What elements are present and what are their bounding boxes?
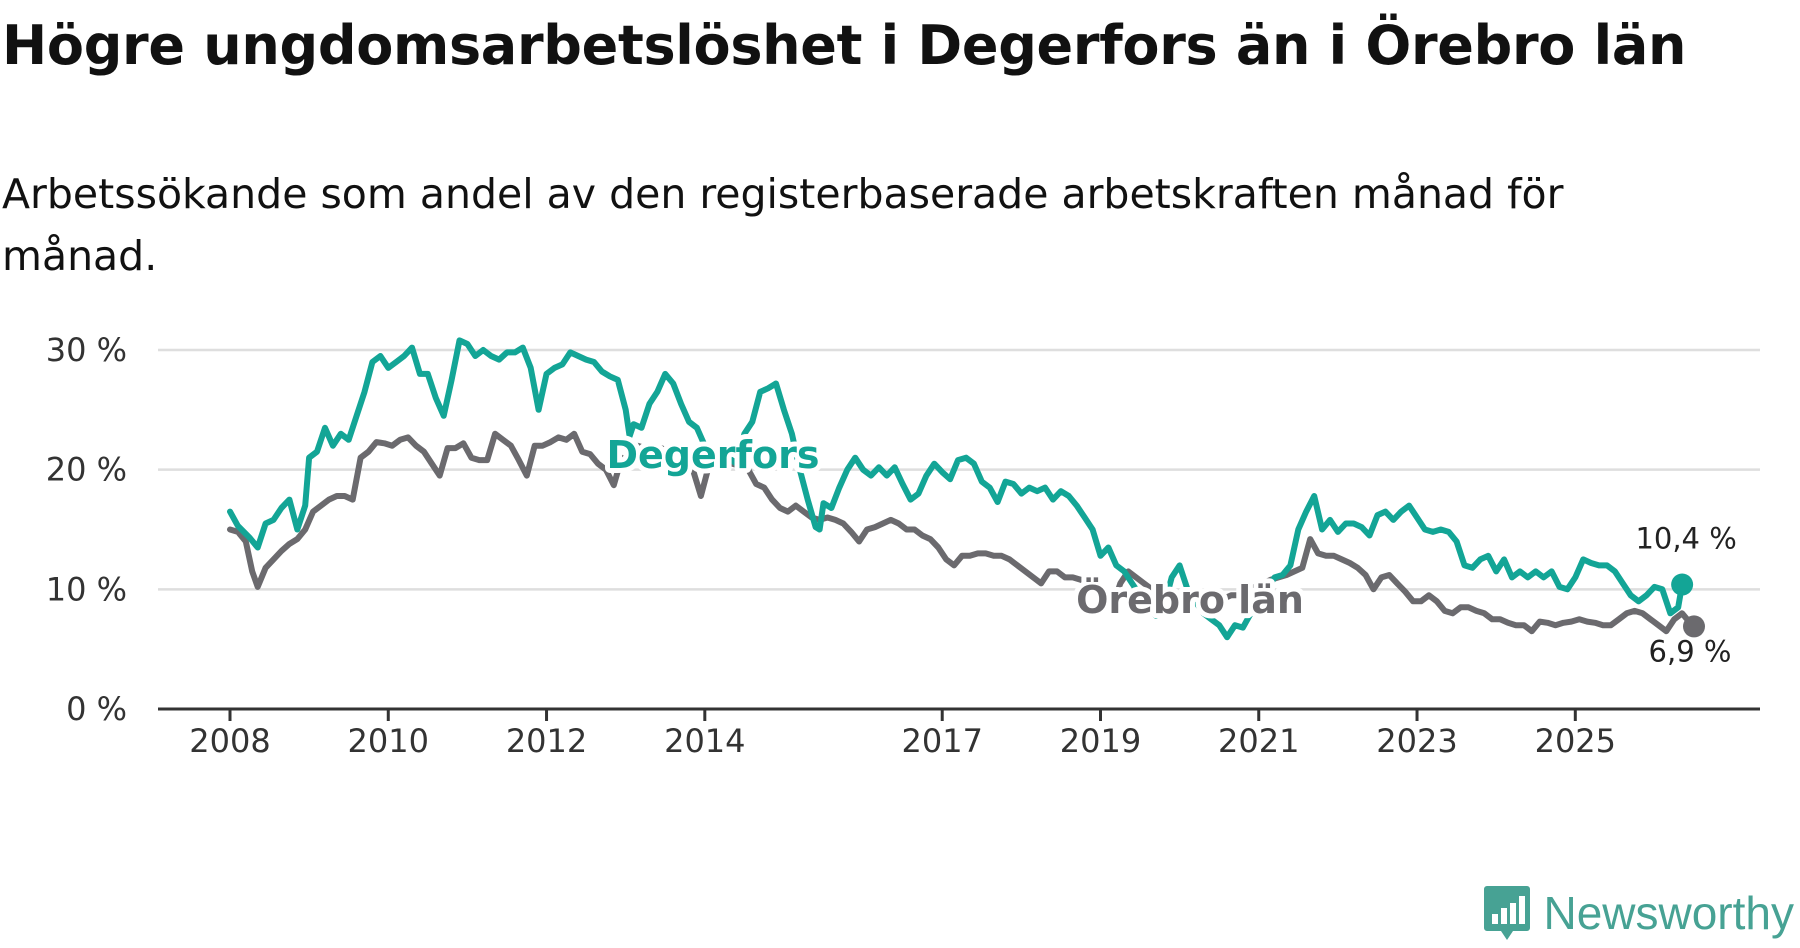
series-labels: Degerfors Örebro län 10,4 % 6,9 %	[601, 428, 1736, 668]
x-tick-label: 2019	[1060, 722, 1141, 760]
y-axis-labels: 0 % 10 % 20 % 30 %	[46, 331, 127, 728]
x-tick-label: 2012	[506, 722, 587, 760]
x-tick-label: 2023	[1376, 722, 1457, 760]
x-tick-label: 2021	[1218, 722, 1299, 760]
x-tick-label: 2014	[664, 722, 745, 760]
series-label-orebro: Örebro län	[1076, 578, 1304, 622]
brand-name: Newsworthy	[1543, 887, 1794, 939]
x-tick-label: 2008	[189, 722, 270, 760]
end-point-orebro	[1683, 615, 1705, 638]
x-axis-ticks: 2008 2010 2012 2014 2017 2019 2021 2023 2025	[189, 709, 1616, 760]
y-tick-label: 20 %	[46, 451, 127, 489]
series-line-degerfors	[227, 337, 1686, 641]
gridlines	[158, 348, 1760, 591]
chart-subtitle: Arbetssökande som andel av den registerb…	[2, 170, 1564, 280]
chart-title: Högre ungdomsarbetslöshet i Degerfors än…	[2, 14, 1687, 77]
series-label-degerfors: Degerfors	[606, 433, 819, 477]
y-tick-label: 10 %	[46, 570, 127, 608]
y-tick-label: 30 %	[46, 331, 127, 369]
series-line-orebro	[227, 430, 1697, 635]
newsworthy-logo-icon	[1484, 886, 1531, 940]
y-tick-label: 0 %	[66, 690, 127, 728]
series-lines	[227, 337, 1705, 641]
x-tick-label: 2017	[901, 722, 982, 760]
end-point-degerfors	[1671, 573, 1694, 596]
brand: Newsworthy	[1483, 878, 1794, 948]
end-value-degerfors: 10,4 %	[1635, 522, 1736, 556]
end-value-orebro: 6,9 %	[1649, 634, 1732, 668]
x-tick-label: 2025	[1535, 722, 1616, 760]
x-tick-label: 2010	[348, 722, 429, 760]
